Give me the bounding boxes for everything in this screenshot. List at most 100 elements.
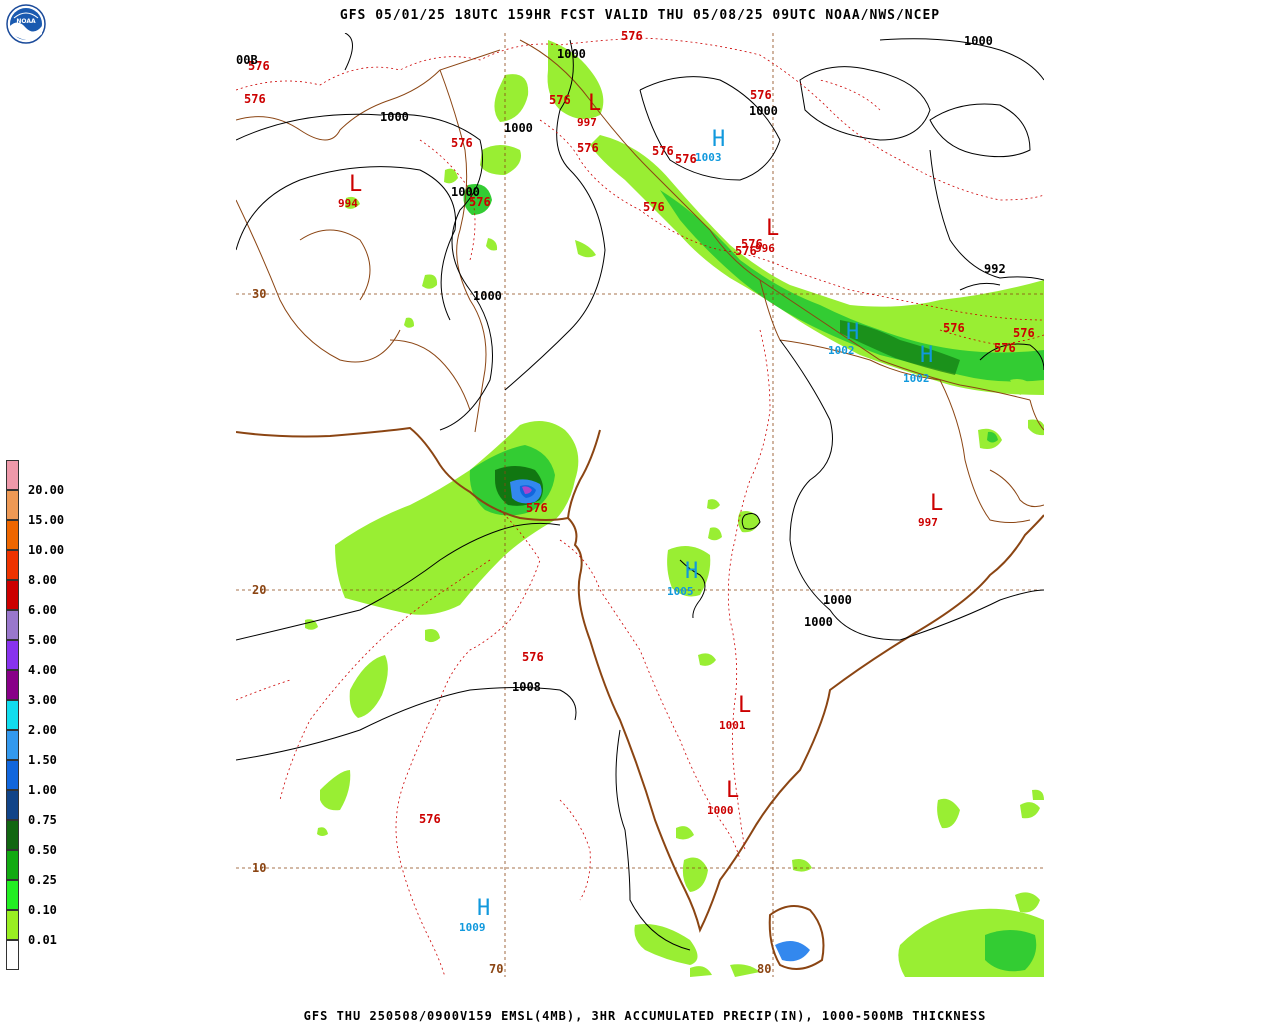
- legend-swatch: [6, 820, 19, 850]
- thickness-label: 576: [621, 29, 643, 43]
- legend-label: 0.75: [28, 813, 57, 827]
- legend-swatch: [6, 610, 19, 640]
- precip-areas: [305, 40, 1044, 977]
- legend-swatch: [6, 910, 19, 940]
- legend-label: 0.25: [28, 873, 57, 887]
- legend-label: 2.00: [28, 723, 57, 737]
- legend-swatch: [6, 670, 19, 700]
- isobar-label: 1000: [473, 289, 502, 303]
- isobar-label: 1000: [451, 185, 480, 199]
- legend-label: 1.50: [28, 753, 57, 767]
- legend-swatch: [6, 880, 19, 910]
- isobar-label: 1000: [804, 615, 833, 629]
- low-pressure-value: 997: [577, 116, 597, 129]
- thickness-label: 576: [526, 501, 548, 515]
- high-pressure-marker: H: [846, 320, 859, 345]
- lat-label-30: 30: [252, 287, 266, 301]
- high-pressure-value: 1002: [903, 372, 930, 385]
- thickness-label: 576: [750, 88, 772, 102]
- isobars: [236, 33, 1044, 951]
- low-pressure-marker: L: [726, 778, 739, 803]
- legend-label: 4.00: [28, 663, 57, 677]
- thickness-label: 576: [735, 244, 757, 258]
- isobar-label: 1000: [749, 104, 778, 118]
- legend-swatch: [6, 760, 19, 790]
- legend-swatch: [6, 700, 19, 730]
- isobar-label: 1000: [504, 121, 533, 135]
- lon-label-80: 80: [757, 962, 771, 976]
- lat-label-10: 10: [252, 861, 266, 875]
- legend-label: 3.00: [28, 693, 57, 707]
- map-footer: GFS THU 250508/0900V159 EMSL(4MB), 3HR A…: [303, 1009, 987, 1023]
- legend-swatch: [6, 490, 19, 520]
- thickness-label: 576: [522, 650, 544, 664]
- high-pressure-marker: H: [685, 559, 698, 584]
- isobar-label: 1008: [512, 680, 541, 694]
- isobar-label: 992: [984, 262, 1006, 276]
- thickness-contours: [236, 37, 1044, 977]
- legend-swatch: [6, 520, 19, 550]
- high-pressure-value: 1009: [459, 921, 486, 934]
- high-pressure-value: 1002: [828, 344, 855, 357]
- thickness-label: 576: [244, 92, 266, 106]
- thickness-label: 576: [643, 200, 665, 214]
- thickness-label: 576: [1013, 326, 1035, 340]
- legend-label: 0.01: [28, 933, 57, 947]
- low-pressure-value: 994: [338, 197, 358, 210]
- noaa-logo-text: NOAA: [16, 18, 36, 25]
- low-pressure-marker: L: [588, 91, 601, 116]
- lat-label-20: 20: [252, 583, 266, 597]
- thickness-label: 576: [419, 812, 441, 826]
- low-pressure-value: 996: [755, 242, 775, 255]
- high-pressure-marker: H: [712, 127, 725, 152]
- isobar-label: 1000: [557, 47, 586, 61]
- legend-label: 15.00: [28, 513, 65, 527]
- low-pressure-value: 1000: [707, 804, 734, 817]
- legend-label: 6.00: [28, 603, 57, 617]
- low-pressure-value: 1001: [719, 719, 746, 732]
- thickness-label: 576: [469, 195, 491, 209]
- high-pressure-value: 1003: [695, 151, 722, 164]
- low-pressure-marker: L: [349, 172, 362, 197]
- legend-swatch: [6, 940, 19, 970]
- low-pressure-marker: L: [766, 216, 779, 241]
- thickness-label: 576: [943, 321, 965, 335]
- legend-swatch: [6, 580, 19, 610]
- high-pressure-marker: H: [477, 896, 490, 921]
- low-pressure-value: 997: [918, 516, 938, 529]
- low-pressure-marker: L: [738, 693, 751, 718]
- thickness-label: 576: [994, 341, 1016, 355]
- legend-label: 0.10: [28, 903, 57, 917]
- thickness-label: 576: [549, 93, 571, 107]
- legend-swatch: [6, 850, 19, 880]
- thickness-label: 576: [451, 136, 473, 150]
- legend-label: 20.00: [28, 483, 65, 497]
- isobar-label: 1000: [823, 593, 852, 607]
- noaa-logo-icon: NOAA: [6, 4, 46, 44]
- legend-swatch: [6, 790, 19, 820]
- legend-label: 10.00: [28, 543, 65, 557]
- isobar-label: 1000: [964, 34, 993, 48]
- legend-label: 8.00: [28, 573, 57, 587]
- thickness-label: 576: [741, 237, 763, 251]
- lat-lon-grid: [236, 33, 1044, 977]
- thickness-label: 576: [577, 141, 599, 155]
- isobar-label: 00B: [236, 53, 258, 67]
- legend-swatch: [6, 640, 19, 670]
- legend-swatch: [6, 460, 19, 490]
- isobar-label: 1000: [380, 110, 409, 124]
- high-pressure-value: 1005: [667, 585, 694, 598]
- legend-label: 5.00: [28, 633, 57, 647]
- legend-swatch: [6, 730, 19, 760]
- legend-label: 0.50: [28, 843, 57, 857]
- lon-label-70: 70: [489, 962, 503, 976]
- low-pressure-marker: L: [930, 491, 943, 516]
- legend-swatch: [6, 550, 19, 580]
- legend-label: 1.00: [28, 783, 57, 797]
- thickness-label: 576: [652, 144, 674, 158]
- map-title: GFS 05/01/25 18UTC 159HR FCST VALID THU …: [339, 8, 941, 23]
- thickness-label: 576: [248, 59, 270, 73]
- coastlines: [236, 39, 1044, 970]
- high-pressure-marker: H: [920, 343, 933, 368]
